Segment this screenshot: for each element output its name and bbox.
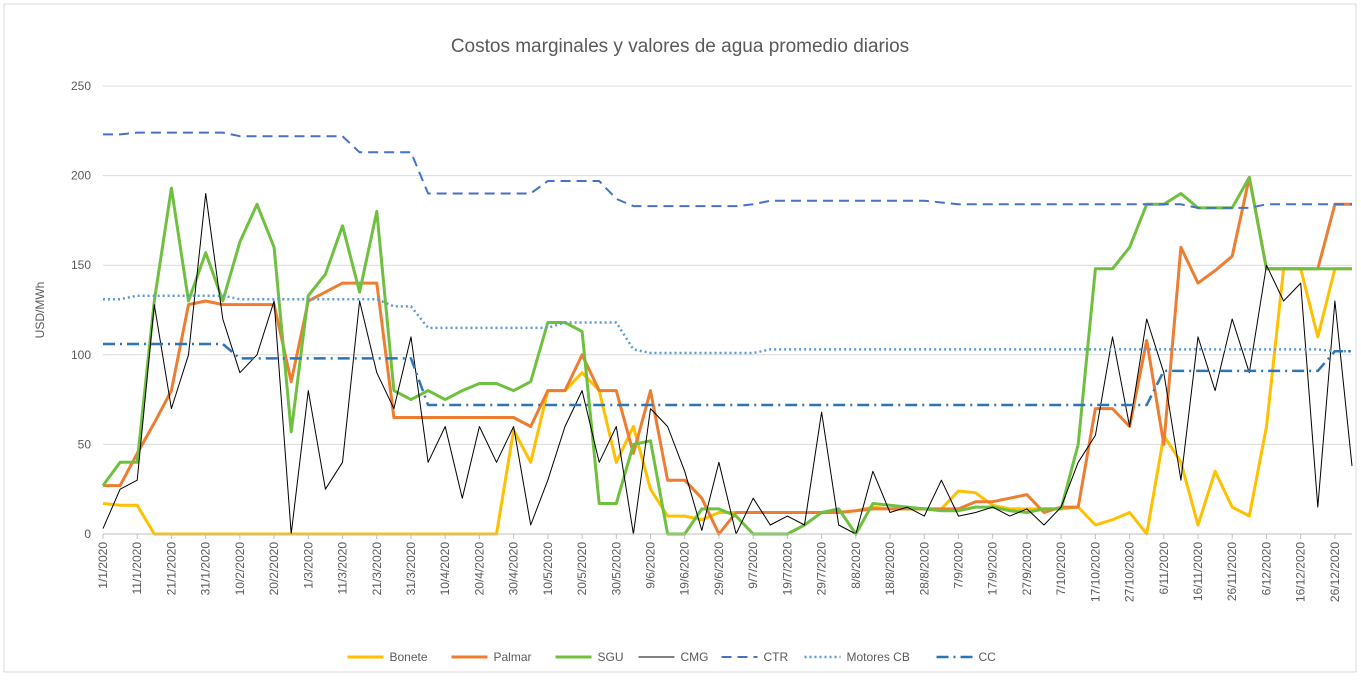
x-tick-label: 29/7/2020: [815, 542, 829, 596]
x-tick-label: 17/10/2020: [1088, 542, 1102, 602]
y-tick-label: 150: [71, 258, 91, 272]
x-tick-label: 30/4/2020: [507, 542, 521, 596]
legend-label: CMG: [681, 650, 709, 664]
chart-title: Costos marginales y valores de agua prom…: [451, 36, 909, 57]
x-tick-label: 1/3/2020: [301, 542, 315, 589]
y-tick-label: 200: [71, 169, 91, 183]
x-tick-label: 19/7/2020: [780, 542, 794, 596]
y-tick-label: 100: [71, 348, 91, 362]
series-line: [102, 193, 1353, 535]
x-tick-label: 21/1/2020: [164, 542, 178, 596]
x-tick-label: 7/9/2020: [951, 542, 965, 589]
legend-label: SGU: [598, 650, 624, 664]
x-tick-label: 7/10/2020: [1054, 542, 1068, 596]
x-tick-label: 31/1/2020: [199, 542, 213, 596]
x-tick-label: 20/5/2020: [575, 542, 589, 596]
x-tick-label: 8/8/2020: [849, 542, 863, 589]
x-tick-label: 29/6/2020: [712, 542, 726, 596]
x-tick-label: 1/1/2020: [96, 542, 110, 589]
x-tick-label: 11/1/2020: [130, 542, 144, 595]
x-tick-label: 16/12/2020: [1294, 542, 1308, 602]
x-tick-label: 20/4/2020: [472, 542, 486, 596]
x-tick-label: 27/10/2020: [1123, 542, 1137, 602]
x-tick-label: 6/12/2020: [1259, 542, 1273, 596]
x-tick-label: 9/7/2020: [746, 542, 760, 589]
x-tick-label: 26/12/2020: [1328, 542, 1342, 602]
x-tick-label: 21/3/2020: [370, 542, 384, 596]
legend-label: Motores CB: [847, 650, 910, 664]
x-tick-label: 17/9/2020: [986, 542, 1000, 596]
x-tick-label: 19/6/2020: [678, 542, 692, 596]
legend-label: Bonete: [390, 650, 428, 664]
series-line: [103, 175, 1352, 536]
x-tick-label: 27/9/2020: [1020, 542, 1034, 596]
legend-label: Palmar: [494, 650, 532, 664]
y-tick-label: 250: [71, 79, 91, 93]
x-tick-label: 20/2/2020: [267, 542, 281, 596]
series-line: [101, 175, 1352, 536]
x-tick-label: 31/3/2020: [404, 542, 418, 596]
x-tick-label: 26/11/2020: [1225, 542, 1239, 601]
x-tick-label: 30/5/2020: [609, 542, 623, 596]
x-tick-label: 10/5/2020: [541, 542, 555, 596]
y-tick-label: 0: [84, 527, 91, 541]
x-tick-label: 6/11/2020: [1157, 542, 1171, 595]
x-tick-label: 28/8/2020: [917, 542, 931, 596]
y-tick-label: 50: [78, 437, 92, 451]
legend-label: CC: [979, 650, 997, 664]
series-line: [103, 131, 1352, 209]
x-tick-label: 16/11/2020: [1191, 542, 1205, 601]
x-tick-label: 18/8/2020: [883, 542, 897, 596]
y-axis-label: USD/MWh: [33, 282, 47, 339]
x-tick-label: 11/3/2020: [336, 542, 350, 595]
x-tick-label: 9/6/2020: [644, 542, 658, 589]
legend-label: CTR: [764, 650, 789, 664]
x-tick-label: 10/2/2020: [233, 542, 247, 596]
x-tick-label: 10/4/2020: [438, 542, 452, 596]
